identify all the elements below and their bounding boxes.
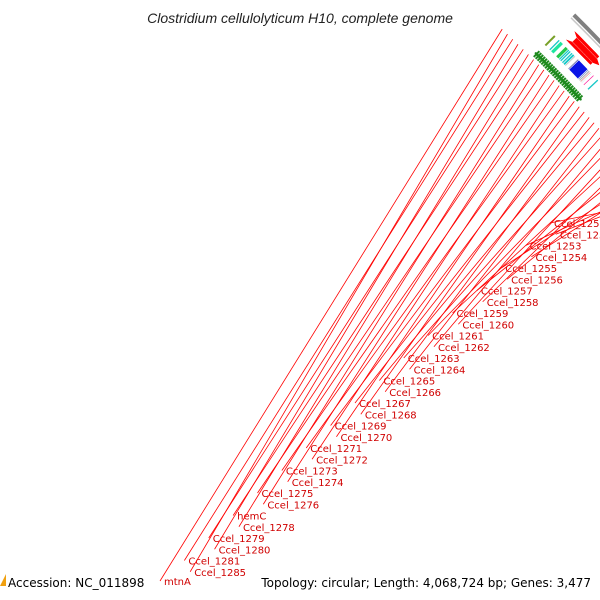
gene-leader-line xyxy=(531,212,600,258)
map-title: Clostridium cellulolyticum H10, complete… xyxy=(147,10,453,26)
backbone-outer xyxy=(572,13,600,45)
gene-label: Ccel_1253 xyxy=(530,242,582,253)
gene-label: Ccel_1281 xyxy=(188,557,240,568)
gene-label: Ccel_1256 xyxy=(511,275,563,286)
cog-block xyxy=(559,50,572,63)
topology-text: Topology: circular; Length: 4,068,724 bp… xyxy=(260,576,591,590)
gene-leader-line xyxy=(501,204,600,269)
gene-arrow-track xyxy=(565,31,600,66)
legend-corner-marker xyxy=(0,574,6,586)
gene-label: Ccel_1279 xyxy=(213,534,265,545)
gene-label: Ccel_1273 xyxy=(286,467,338,478)
gene-leader-line xyxy=(262,64,540,505)
cog-block xyxy=(548,39,561,52)
gene-leader-line xyxy=(427,157,600,336)
gene-label: Ccel_1275 xyxy=(262,489,314,500)
gene-leader-line xyxy=(525,211,600,246)
gene-label: Ccel_1270 xyxy=(340,433,392,444)
gene-label: Ccel_1259 xyxy=(457,309,509,320)
gene-leader-line xyxy=(409,127,600,370)
gene-leader-line xyxy=(287,74,550,482)
gene-label: Ccel_1276 xyxy=(267,500,319,511)
gene-label: Ccel_1255 xyxy=(505,264,557,275)
gene-label: hemC xyxy=(237,512,266,523)
gene-label: Ccel_1258 xyxy=(487,298,539,309)
gene-leader-line xyxy=(189,33,508,572)
gene-label: Ccel_1261 xyxy=(432,332,484,343)
gene-leader-line xyxy=(403,137,600,359)
gene-leader-line xyxy=(476,192,600,291)
gene-leader-line xyxy=(257,69,545,494)
cog-block xyxy=(550,40,564,55)
gene-label: Ccel_1254 xyxy=(535,253,587,264)
inner-dot xyxy=(579,98,582,101)
cog-block xyxy=(564,55,577,67)
gene-leader-line xyxy=(482,187,600,303)
gene-label: Ccel_1260 xyxy=(462,320,514,331)
gene-label: Ccel_1269 xyxy=(335,422,387,433)
gene-leader-line xyxy=(330,101,575,426)
gene-leader-line xyxy=(506,202,600,280)
gene-leader-line xyxy=(159,28,503,582)
gene-leader-line xyxy=(452,176,600,314)
gene-label: Ccel_1265 xyxy=(383,377,435,388)
gene-label: Ccel_1264 xyxy=(414,365,466,376)
gene-leader-line xyxy=(555,216,600,235)
gene-label: mtnA xyxy=(164,577,191,588)
backbone-inner xyxy=(570,17,600,49)
inner-dotted-track xyxy=(533,50,584,102)
accession-text: Accession: NC_011898 xyxy=(8,576,144,590)
cog-block xyxy=(582,74,595,86)
cog-color-track xyxy=(543,34,600,91)
gene-leader-line xyxy=(305,90,565,449)
gene-leader-line xyxy=(458,169,600,325)
gene-label: Ccel_1251 xyxy=(554,219,600,230)
cog-block xyxy=(580,72,593,84)
gene-leader-line xyxy=(208,49,524,539)
gene-label: Ccel_1267 xyxy=(359,399,411,410)
gene-label: Ccel_1268 xyxy=(365,410,417,421)
gene-label: Ccel_1263 xyxy=(408,354,460,365)
gene-arrow xyxy=(586,52,600,66)
gene-label: Ccel_1272 xyxy=(316,455,368,466)
cog-block xyxy=(579,71,592,83)
gene-label: Ccel_1266 xyxy=(389,388,441,399)
backbone-ring xyxy=(570,13,600,49)
gene-label: Ccel_1274 xyxy=(292,478,344,489)
gene-leader-line xyxy=(214,44,519,550)
gene-label: Ccel_1252 xyxy=(560,230,600,241)
gene-leader-line xyxy=(433,148,600,348)
gene-leader-line xyxy=(238,54,529,527)
gene-label: Ccel_1262 xyxy=(438,343,490,354)
gene-leader-line xyxy=(232,59,534,516)
gene-label: Ccel_1285 xyxy=(194,568,246,579)
gene-labels: Ccel_1251Ccel_1252Ccel_1253Ccel_1254Ccel… xyxy=(159,28,600,588)
gene-label: Ccel_1271 xyxy=(310,444,362,455)
gene-leader-line xyxy=(360,106,580,415)
cog-block xyxy=(543,34,557,48)
gene-leader-line xyxy=(311,85,560,460)
gene-leader-line xyxy=(281,80,555,471)
gene-label: Ccel_1278 xyxy=(243,523,295,534)
cog-block xyxy=(586,78,600,91)
gene-leader-line xyxy=(184,38,514,561)
gene-leader-line xyxy=(336,95,570,437)
gene-label: Ccel_1280 xyxy=(219,545,271,556)
gene-label: Ccel_1257 xyxy=(481,287,533,298)
gene-leader-line xyxy=(384,117,590,392)
gene-leader-line xyxy=(354,111,585,404)
